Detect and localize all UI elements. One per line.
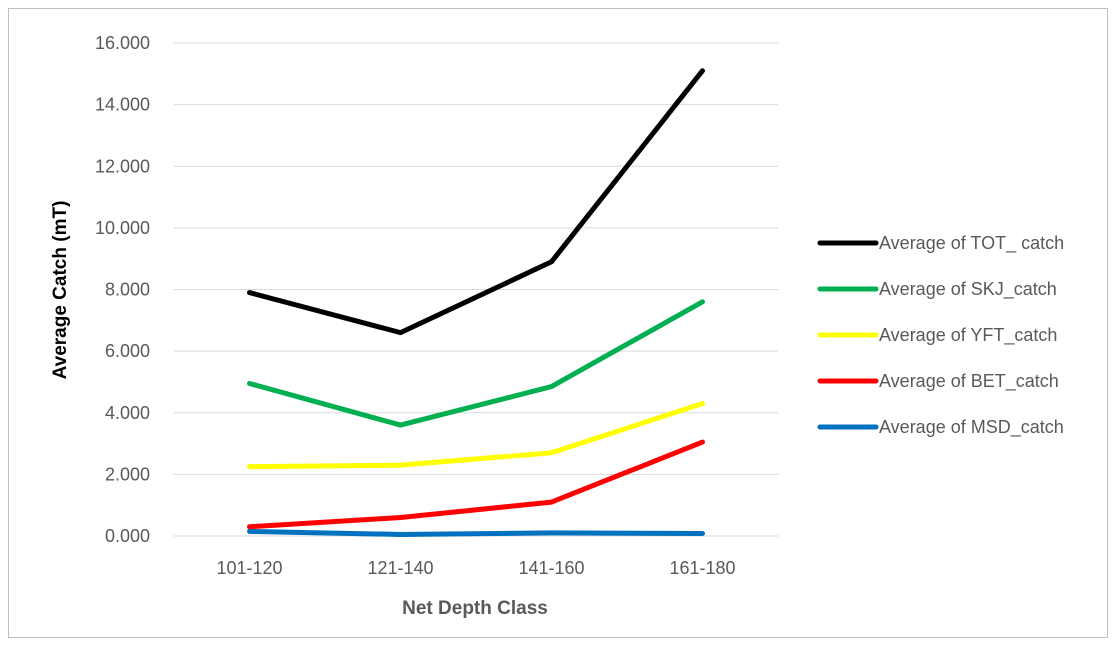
gridlines (174, 42, 778, 537)
y-axis-ticks: 0.000 2.000 4.000 6.000 8.000 10.000 12.000 14.… (95, 33, 150, 546)
x-tick-label: 101-120 (216, 558, 282, 578)
y-tick-label: 4.000 (105, 403, 150, 423)
series-line (247, 528, 705, 537)
x-axis-title: Net Depth Class (402, 598, 548, 619)
series-line (247, 401, 705, 470)
x-axis-ticks: 101-120 121-140 141-160 161-180 (216, 558, 735, 578)
y-tick-label: 16.000 (95, 33, 150, 53)
y-tick-label: 2.000 (105, 464, 150, 484)
legend-label: Average of BET_catch (879, 371, 1059, 392)
x-tick-label: 141-160 (518, 558, 584, 578)
y-tick-label: 0.000 (105, 526, 150, 546)
x-tick-label: 161-180 (669, 558, 735, 578)
y-axis-title: Average Catch (mT) (50, 201, 71, 380)
x-tick-label: 121-140 (367, 558, 433, 578)
legend-label: Average of SKJ_catch (879, 279, 1057, 300)
y-tick-label: 12.000 (95, 156, 150, 176)
series-line (247, 439, 705, 530)
y-tick-label: 8.000 (105, 280, 150, 300)
legend-label: Average of MSD_catch (879, 417, 1064, 438)
legend-label: Average of TOT_ catch (879, 233, 1064, 254)
series-line (247, 299, 705, 428)
y-tick-label: 6.000 (105, 341, 150, 361)
y-tick-label: 14.000 (95, 95, 150, 115)
y-tick-label: 10.000 (95, 218, 150, 238)
legend-label: Average of YFT_catch (879, 325, 1057, 346)
series-line (247, 68, 705, 336)
legend: Average of TOT_ catch Average of SKJ_catc… (817, 233, 1064, 438)
series-lines (247, 68, 705, 537)
